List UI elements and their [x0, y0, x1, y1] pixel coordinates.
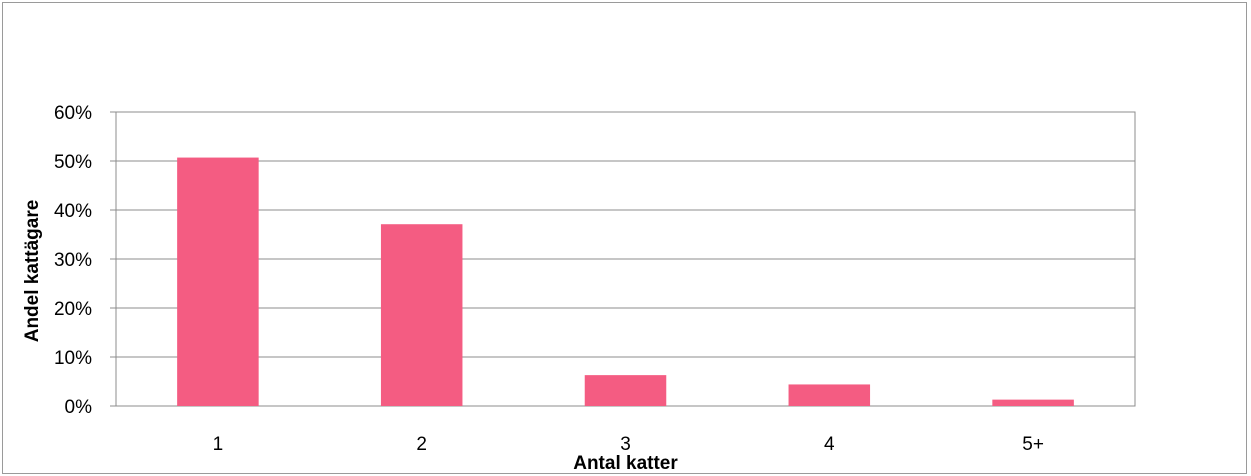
x-tick-label: 1: [213, 434, 224, 455]
bar: [177, 157, 259, 406]
x-tick-label: 2: [416, 434, 427, 455]
bar: [584, 375, 667, 406]
y-axis-title: Andel kattägare: [22, 200, 43, 343]
x-tick-label: 4: [824, 434, 835, 455]
x-axis-tick-labels: 1 2 3 4 5+: [213, 434, 1044, 455]
x-tick-label: 5+: [1022, 434, 1044, 455]
y-tick-label: 60%: [54, 103, 92, 124]
bar: [788, 384, 871, 406]
y-tick-label: 20%: [54, 299, 92, 320]
y-axis-tick-labels: 0% 10% 20% 30% 40% 50% 60%: [54, 103, 92, 418]
y-tick-label: 50%: [54, 152, 92, 173]
x-tick-label: 3: [620, 434, 631, 455]
bars: [177, 157, 1074, 406]
y-tick-label: 10%: [54, 348, 92, 369]
grid-lines: [110, 111, 1135, 407]
bar: [992, 399, 1074, 406]
x-axis-title: Antal katter: [573, 453, 678, 474]
y-tick-label: 0%: [65, 397, 93, 418]
bar: [380, 224, 463, 406]
y-tick-label: 30%: [54, 250, 92, 271]
y-tick-label: 40%: [54, 201, 92, 222]
